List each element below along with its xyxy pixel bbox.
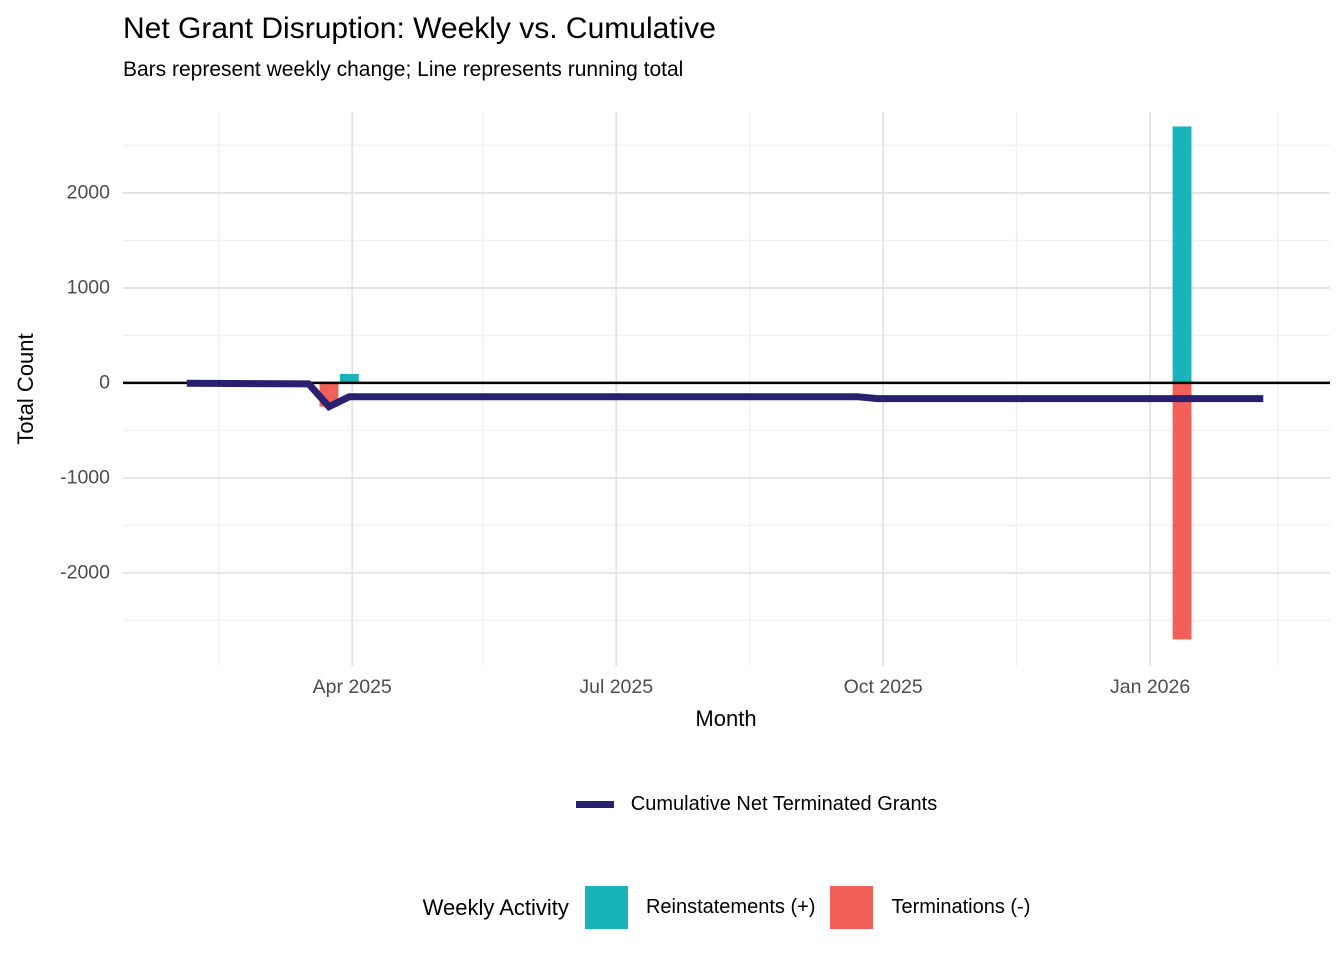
x-tick-label: Oct 2025 [843,676,923,698]
bar-reinstatement [1172,126,1192,383]
bar-termination [319,382,339,407]
terminations-swatch [830,886,874,929]
chart-subtitle: Bars represent weekly change; Line repre… [123,58,684,81]
cumulative-net-line [186,379,1264,412]
x-tick-label: Jul 2025 [579,676,654,698]
y-axis-title: Total Count [13,333,38,445]
y-tick-label: 0 [99,371,110,394]
weekly-activity-legend-title: Weekly Activity [422,894,569,920]
x-tick-label: Apr 2025 [312,676,392,698]
y-tick-label: -2000 [60,561,110,584]
reinstatements-label: Reinstatements (+) [645,896,816,918]
y-tick-label: 1000 [66,276,110,299]
bar-reinstatement [339,373,359,383]
cumulative-line-swatch [575,800,614,808]
cumulative-line-label: Cumulative Net Terminated Grants [630,792,938,815]
bar-termination [1172,382,1192,640]
x-axis-title: Month [695,706,757,731]
legend-weekly-activity: Weekly Activity Reinstatements (+) Termi… [123,886,1330,929]
chart-title: Net Grant Disruption: Weekly vs. Cumulat… [123,12,716,45]
x-tick-label: Jan 2026 [1109,676,1191,698]
reinstatements-swatch [584,886,628,929]
terminations-label: Terminations (-) [891,896,1031,918]
y-tick-label: 2000 [66,181,110,204]
y-tick-label: -1000 [60,466,110,489]
legend-cumulative-line: Cumulative Net Terminated Grants [123,791,1344,817]
